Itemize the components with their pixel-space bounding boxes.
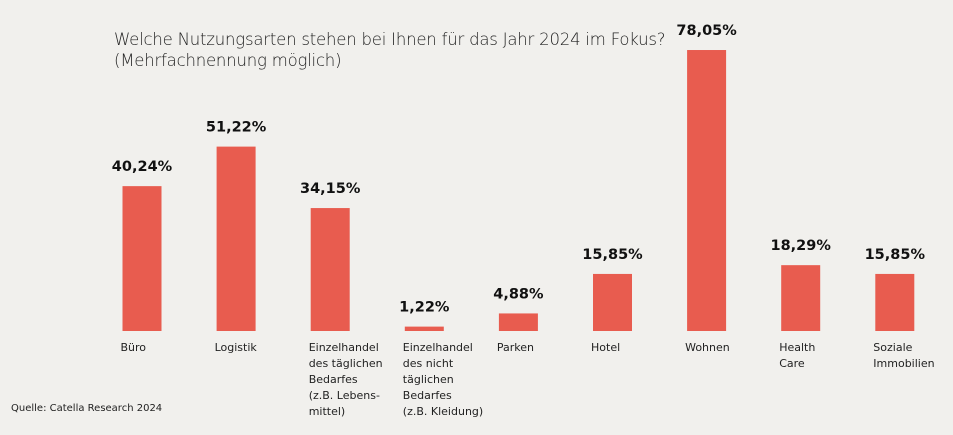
category-label: Soziale Immobilien — [873, 340, 934, 372]
category-label: Einzelhandel des nicht täglichen Bedarfes (z… — [403, 340, 483, 420]
category-label-line: Einzelhandel — [402, 341, 473, 354]
category-label-line: Hotel — [591, 341, 621, 354]
category-label-line: Logistik — [214, 341, 257, 354]
bar — [498, 313, 538, 331]
category-label-line: des täglichen — [308, 357, 383, 370]
value-label: 18,29% — [770, 238, 831, 254]
category-label-line: Einzelhandel — [308, 341, 379, 354]
category-label-line: mittel) — [308, 405, 346, 418]
value-label: 78,05% — [676, 23, 737, 39]
bar — [122, 186, 162, 331]
source-note: Quelle: Catella Research 2024 — [11, 403, 163, 414]
value-label: 15,85% — [865, 247, 926, 263]
value-label: 51,22% — [206, 120, 267, 136]
bar — [216, 146, 256, 331]
category-label-line: Immobilien — [873, 357, 935, 370]
value-label: 40,24% — [112, 159, 173, 175]
bar — [593, 273, 632, 331]
chart-title-line-2: (Mehrfachnennung möglich) — [114, 51, 342, 70]
value-label: 15,85% — [582, 247, 643, 263]
category-label-line: täglichen — [402, 373, 454, 386]
category-label-line: (z.B. Lebens- — [308, 389, 380, 402]
bar — [781, 265, 821, 331]
category-label: Logistik — [215, 340, 257, 356]
category-label: Einzelhandel des täglichen Bedarfes (z.B. L… — [309, 340, 383, 420]
category-label: Wohnen — [685, 340, 730, 356]
value-label: 1,22% — [399, 300, 450, 316]
category-label-line: Care — [779, 357, 805, 370]
category-label-line: (z.B. Kleidung) — [402, 405, 484, 418]
category-label: Health Care — [779, 340, 815, 372]
bar — [687, 50, 727, 332]
category-label: Hotel — [591, 340, 620, 356]
category-label-line: Bedarfes — [308, 373, 358, 386]
bar — [404, 326, 444, 331]
category-label: Büro — [121, 340, 147, 356]
chart-title-line-1: Welche Nutzungsarten stehen bei Ihnen fü… — [114, 30, 666, 49]
bar — [310, 208, 350, 331]
value-label: 4,88% — [493, 286, 544, 302]
category-label-line: Health — [779, 341, 816, 354]
value-label: 34,15% — [300, 181, 361, 197]
category-label-line: Parken — [496, 341, 535, 354]
category-label-line: Wohnen — [685, 341, 730, 354]
category-label-line: Soziale — [873, 341, 913, 354]
category-label-line: Bedarfes — [402, 389, 452, 402]
chart-title: Welche Nutzungsarten stehen bei Ihnen fü… — [114, 29, 666, 71]
category-label: Parken — [497, 340, 534, 356]
bar — [875, 273, 915, 331]
category-label-line: des nicht — [402, 357, 454, 370]
category-label-line: Büro — [120, 341, 147, 354]
